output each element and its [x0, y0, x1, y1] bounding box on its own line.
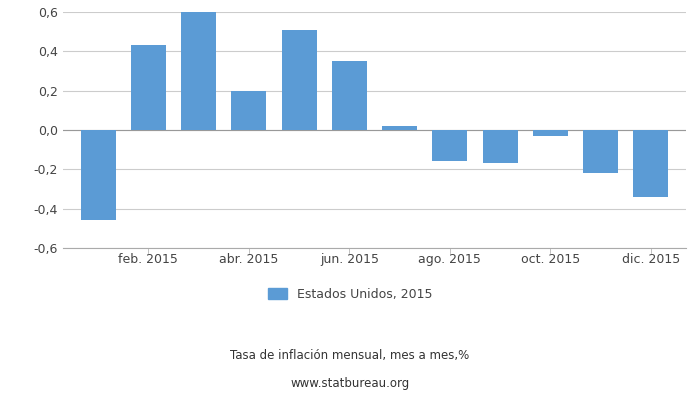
Bar	[281, 30, 316, 130]
Bar	[382, 126, 417, 130]
Bar	[231, 91, 267, 130]
Bar	[482, 130, 518, 164]
Bar	[80, 130, 116, 220]
Text: www.statbureau.org: www.statbureau.org	[290, 378, 410, 390]
Bar	[131, 46, 166, 130]
Text: Tasa de inflación mensual, mes a mes,%: Tasa de inflación mensual, mes a mes,%	[230, 350, 470, 362]
Legend: Estados Unidos, 2015: Estados Unidos, 2015	[263, 283, 437, 306]
Bar	[583, 130, 618, 173]
Bar	[332, 61, 367, 130]
Bar	[433, 130, 468, 162]
Bar	[634, 130, 668, 197]
Bar	[181, 12, 216, 130]
Bar	[533, 130, 568, 136]
